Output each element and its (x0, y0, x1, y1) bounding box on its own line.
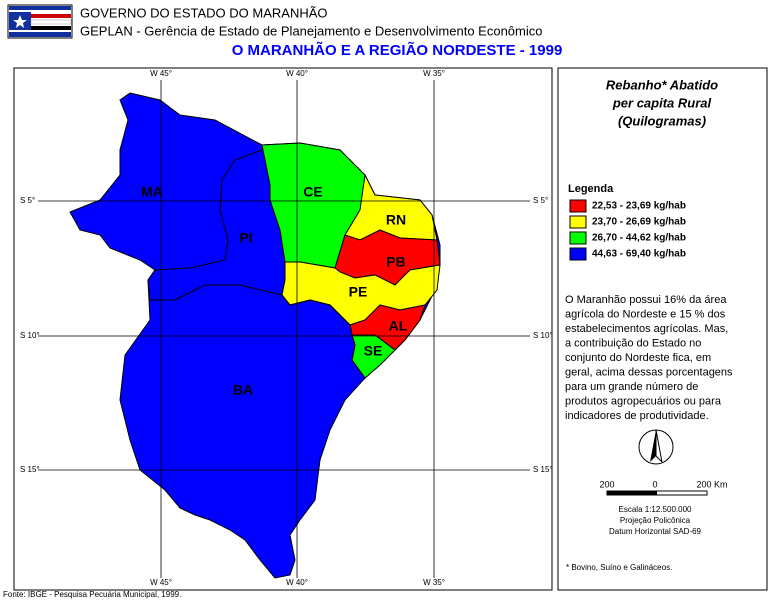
title: O MARANHÃO E A REGIÃO NORDESTE - 1999 (232, 41, 563, 59)
scale-info: Escala 1:12.500.000 (619, 505, 692, 514)
footnote: * Bovino, Suíno e Galináceos. (566, 563, 672, 572)
graticule-labels: W 45° W 40° W 35° W 45° W 40° W 35° S 5°… (20, 69, 553, 587)
legend: 22,53 - 23,69 kg/hab 23,70 - 26,69 kg/hab… (569, 199, 686, 261)
source: Fonte: IBGE - Pesquisa Pecuária Municipa… (3, 590, 181, 599)
lon-label: W 40° (286, 69, 308, 78)
state-border (150, 284, 291, 306)
lat-label: S 5° (20, 196, 35, 205)
lon-label: W 40° (286, 578, 308, 587)
legend-label: 44,63 - 69,40 kg/hab (592, 249, 686, 260)
legend-swatch (569, 247, 587, 261)
state-label: PB (386, 254, 405, 270)
scale-label: 200 Km (696, 479, 727, 489)
panel-frame (557, 67, 768, 591)
lon-label: W 45° (150, 578, 172, 587)
state-label: MA (141, 184, 163, 200)
flag (7, 4, 73, 39)
lat-label: S 10° (20, 331, 40, 340)
legend-label: 26,70 - 44,62 kg/hab (592, 233, 686, 244)
scale-info: Datum Horizontal SAD-69 (609, 527, 702, 536)
panel-text-line: indicadores de produtividade. (565, 410, 709, 422)
map (38, 80, 530, 579)
lon-label: W 35° (423, 69, 445, 78)
legend-label: 23,70 - 26,69 kg/hab (592, 217, 686, 228)
lat-label: S 15° (20, 465, 40, 474)
panel-text: O Maranhão possui 16% da área agrícola do… (565, 294, 733, 422)
panel-title-line: (Quilogramas) (618, 113, 706, 128)
state-label: PI (239, 230, 252, 246)
header-line: GOVERNO DO ESTADO DO MARANHÃO (80, 5, 328, 20)
lon-label: W 35° (423, 578, 445, 587)
legend-title: Legenda (568, 183, 614, 195)
panel-text-line: agrícola do Nordeste e 15 % dos (565, 308, 726, 320)
state-label: RN (386, 212, 406, 228)
header-line: GEPLAN - Gerência de Estado de Planejame… (80, 23, 542, 38)
panel-text-line: estabelecimentos agrícolas. Mas, (565, 323, 728, 335)
graticule (38, 80, 530, 578)
lat-label: S 5° (533, 196, 548, 205)
legend-label: 22,53 - 23,69 kg/hab (592, 201, 686, 212)
state-label: BA (233, 382, 253, 398)
scale-info: Projeção Policônica (620, 516, 691, 525)
scale-label: 200 (599, 479, 614, 489)
lon-label: W 45° (150, 69, 172, 78)
state-border (289, 299, 366, 379)
state-label: CE (303, 184, 322, 200)
lat-label: S 10° (533, 331, 553, 340)
legend-swatch (569, 231, 587, 245)
panel-text-line: geral, acima dessas porcentagens (565, 366, 733, 378)
legend-swatch (569, 215, 587, 229)
state-labels: MA PI BA CE RN PB PE AL SE (141, 184, 408, 398)
panel-text-line: conjunto do Nordeste fica, em (565, 352, 711, 364)
lat-label: S 15° (533, 465, 553, 474)
panel-title-line: per capita Rural (612, 95, 712, 110)
map-frame (13, 67, 553, 591)
north-arrow (638, 429, 674, 465)
scale-label: 0 (652, 479, 657, 489)
panel-text-line: a contribuição do Estado no (565, 337, 701, 349)
state-label: PE (349, 284, 368, 300)
panel-text-line: O Maranhão possui 16% da área (565, 294, 727, 306)
panel-text-line: produtos agropecuários ou para (565, 395, 722, 407)
panel-title-line: Rebanho* Abatido (606, 77, 718, 92)
panel-title: Rebanho* Abatido per capita Rural (Quilo… (606, 77, 718, 128)
state-label: SE (364, 343, 383, 359)
scale-bar (606, 490, 708, 496)
panel-text-line: para um grande número de (565, 381, 698, 393)
state-border (147, 149, 263, 301)
legend-swatch (569, 199, 587, 213)
state-label: AL (389, 318, 408, 334)
